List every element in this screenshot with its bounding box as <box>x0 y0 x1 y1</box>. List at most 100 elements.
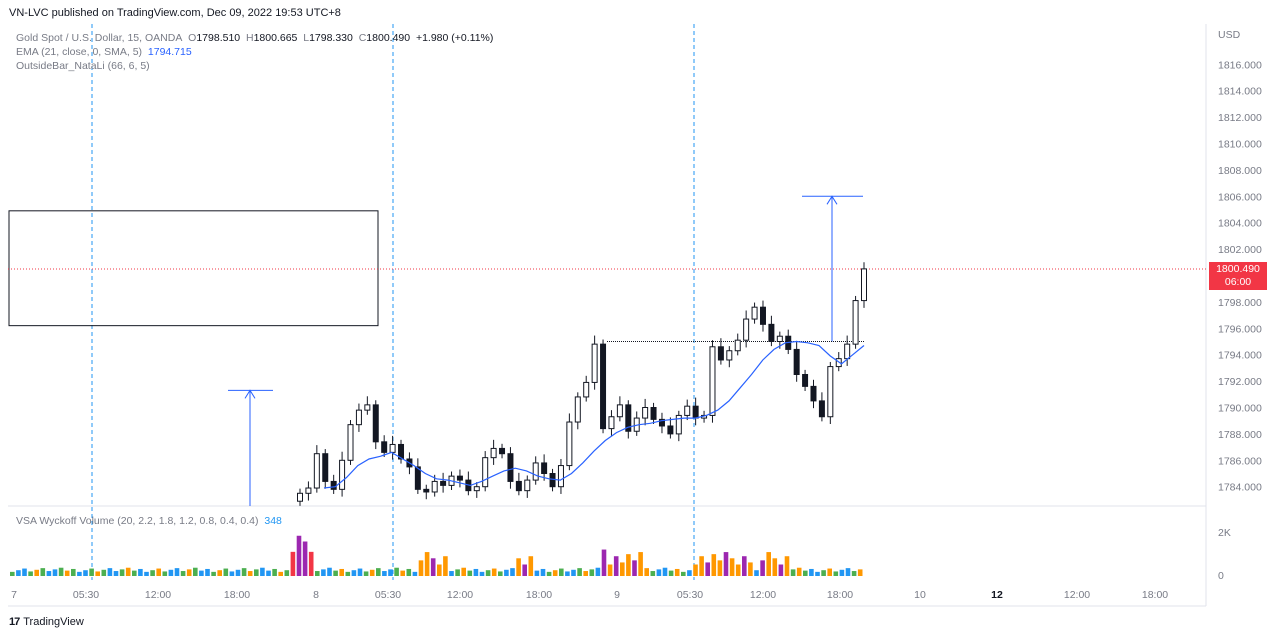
volume-bar <box>357 568 363 576</box>
candle-body <box>431 480 438 493</box>
candle-body <box>751 306 758 320</box>
volume-bar <box>424 552 430 576</box>
range-rectangle <box>8 210 379 327</box>
ema-label: EMA (21, close, 0, SMA, 5) <box>16 46 143 58</box>
volume-bar <box>583 571 588 576</box>
candle-body <box>566 421 573 467</box>
volume-bar <box>376 568 381 576</box>
volume-bar <box>34 569 39 576</box>
candle-body <box>650 407 657 420</box>
x-tick-label: 9 <box>614 589 620 601</box>
volume-bar <box>681 571 686 576</box>
volume-bar <box>95 571 100 576</box>
volume-bar <box>321 569 326 576</box>
y-tick-label: 1792.000 <box>1218 376 1262 388</box>
volume-bar <box>790 569 796 576</box>
volume-bar <box>827 568 832 576</box>
volume-bar <box>516 558 521 576</box>
volume-bar <box>766 552 771 576</box>
bar-countdown: 06:00 <box>1224 276 1252 288</box>
volume-bar <box>613 556 619 576</box>
volume-bar <box>754 570 759 576</box>
x-tick-label: 7 <box>11 589 17 601</box>
volume-bar <box>333 570 338 576</box>
candle-body <box>625 404 632 432</box>
target-arrow-head <box>826 195 838 205</box>
outside-bar-legend[interactable]: OutsideBar_NataLi (66, 6, 5) <box>16 60 150 72</box>
volume-tick-label: 0 <box>1218 570 1224 582</box>
volume-bar <box>89 568 94 576</box>
volume-bar <box>418 560 424 576</box>
volume-bar <box>351 570 357 576</box>
candle-body <box>600 343 607 430</box>
volume-bar <box>845 568 851 576</box>
volume-bar <box>296 535 302 576</box>
volume-bar <box>412 571 418 576</box>
volume-bar <box>559 568 564 576</box>
y-tick-label: 1810.000 <box>1218 139 1262 151</box>
candle-body <box>423 488 430 493</box>
candle-body <box>776 335 783 343</box>
low-label: L <box>303 32 310 44</box>
volume-bar <box>327 567 332 576</box>
open-value: 1798.510 <box>196 32 241 44</box>
volume-bar <box>58 567 64 576</box>
ema-legend[interactable]: EMA (21, close, 0, SMA, 5) 1794.715 <box>16 46 192 58</box>
volume-bar <box>839 569 845 576</box>
volume-tick-label: 2K <box>1218 527 1231 539</box>
volume-bar <box>601 549 607 576</box>
volume-bar <box>205 568 210 576</box>
candle-body <box>305 487 312 494</box>
candle-body <box>768 323 775 342</box>
volume-bar <box>784 556 790 576</box>
volume-bar <box>449 571 454 576</box>
volume-bar <box>473 568 479 576</box>
volume-bar <box>656 569 662 576</box>
volume-bar <box>723 552 729 576</box>
candle-body <box>709 346 716 416</box>
volume-bar <box>193 567 198 576</box>
x-tick-label: 18:00 <box>224 589 250 601</box>
candle-body <box>541 462 548 475</box>
y-tick-label: 1812.000 <box>1218 112 1262 124</box>
candle-body <box>524 479 531 492</box>
candle-body <box>557 465 564 488</box>
volume-bar <box>687 570 692 576</box>
candle-body <box>667 425 674 435</box>
volume-bar <box>571 569 576 576</box>
open-label: O <box>188 32 197 44</box>
volume-bar <box>345 571 351 576</box>
volume-bar <box>662 567 668 576</box>
volume-bar <box>101 569 107 576</box>
footer-brand[interactable]: 17 TradingView <box>9 616 84 628</box>
volume-bar <box>772 558 778 576</box>
volume-bar <box>644 568 649 576</box>
close-label: C <box>358 32 367 44</box>
y-tick-label: 1788.000 <box>1218 429 1262 441</box>
y-tick-label: 1784.000 <box>1218 482 1262 494</box>
volume-bar <box>851 571 857 576</box>
volume-bar <box>534 570 540 576</box>
volume-bar <box>10 571 15 576</box>
target-arrow-head <box>244 389 256 399</box>
volume-bar <box>668 570 674 576</box>
candle-body <box>532 462 539 481</box>
candle-body <box>339 459 346 490</box>
candle-body <box>499 447 506 455</box>
volume-bar <box>760 560 765 576</box>
vsa-value: 348 <box>264 515 282 527</box>
candle-body <box>398 443 405 460</box>
candle-body <box>330 480 337 490</box>
volume-bar <box>699 556 704 576</box>
vsa-legend[interactable]: VSA Wyckoff Volume (20, 2.2, 1.8, 1.2, 0… <box>16 515 282 527</box>
candle-body <box>507 453 514 482</box>
y-tick-label: 1814.000 <box>1218 86 1262 98</box>
vsa-label: VSA Wyckoff Volume (20, 2.2, 1.8, 1.2, 0… <box>16 515 259 527</box>
volume-bar <box>211 571 216 576</box>
x-tick-label: 05:30 <box>375 589 401 601</box>
candle-body <box>844 343 851 360</box>
candle-body <box>827 366 834 418</box>
candle-body <box>802 374 809 387</box>
volume-bar <box>150 570 155 576</box>
